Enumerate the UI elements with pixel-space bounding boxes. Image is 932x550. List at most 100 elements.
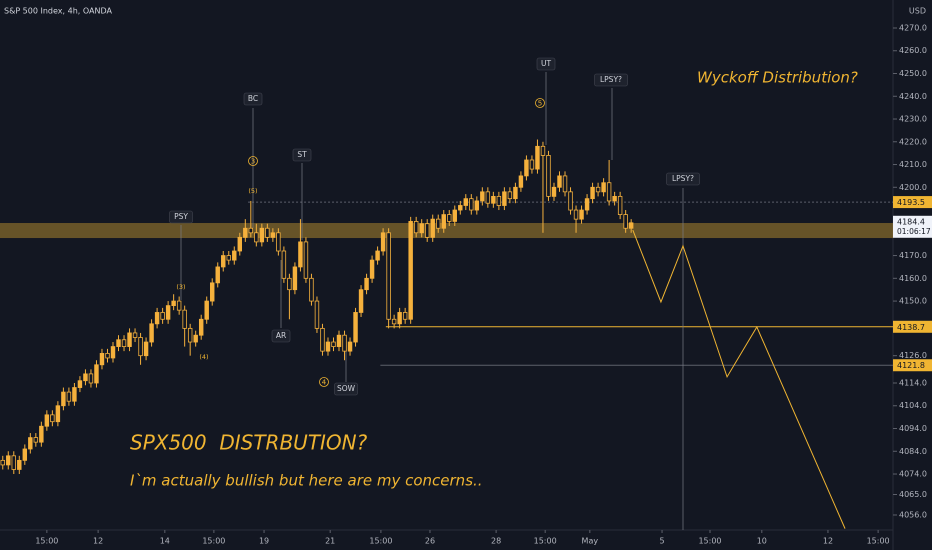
candle-body bbox=[187, 327, 193, 343]
candle-body bbox=[204, 300, 209, 320]
candle-body bbox=[551, 186, 557, 197]
x-tick-label: 5 bbox=[659, 537, 664, 546]
y-tick-label: 4230.0 bbox=[899, 115, 927, 124]
candle-body bbox=[546, 155, 551, 197]
currency: USD bbox=[909, 7, 926, 16]
candle-body bbox=[237, 236, 243, 252]
annotation-box bbox=[169, 210, 193, 224]
candle-body bbox=[77, 380, 83, 388]
candle-body bbox=[66, 391, 72, 402]
countdown: 01:06:17 bbox=[897, 227, 931, 236]
candle-body bbox=[513, 186, 518, 200]
y-tick-label: 4210.0 bbox=[899, 160, 927, 169]
x-tick-label: 15:00 bbox=[867, 537, 890, 546]
zone bbox=[0, 223, 893, 239]
price-tag bbox=[893, 196, 932, 209]
candle-body bbox=[61, 391, 66, 407]
candle-body bbox=[232, 250, 237, 261]
candle-body bbox=[579, 209, 584, 220]
x-tick-label: 14 bbox=[160, 537, 170, 546]
candle-body bbox=[309, 277, 314, 302]
candle-body bbox=[99, 353, 105, 366]
y-tick-label: 4074.0 bbox=[899, 470, 927, 479]
candle-body bbox=[127, 332, 132, 347]
candle-body bbox=[391, 318, 397, 325]
x-tick-label: 15:00 bbox=[369, 537, 392, 546]
candle-body bbox=[182, 309, 187, 329]
candle-body bbox=[502, 191, 507, 206]
candle-body bbox=[430, 218, 435, 238]
candle-body bbox=[193, 334, 198, 343]
wave-label: (5) bbox=[248, 187, 257, 195]
y-tick-label: 4260.0 bbox=[899, 46, 927, 55]
price-tag-label: 4138.7 bbox=[897, 323, 925, 332]
candle-body bbox=[94, 364, 99, 384]
candle-body bbox=[568, 191, 573, 211]
candle-body bbox=[463, 198, 469, 206]
candle-body bbox=[0, 459, 5, 466]
candle-body bbox=[584, 198, 590, 211]
candle-body bbox=[623, 214, 628, 229]
x-tick-label: 15:00 bbox=[534, 537, 557, 546]
candle-body bbox=[281, 250, 287, 279]
candle-body bbox=[386, 232, 391, 320]
candle-body bbox=[529, 159, 535, 170]
y-tick-label: 4160.0 bbox=[899, 274, 927, 283]
candle-body bbox=[325, 341, 331, 352]
x-tick-label: 12 bbox=[93, 537, 103, 546]
subtitle: I`m actually bullish but here are my con… bbox=[130, 472, 483, 490]
price-tag bbox=[893, 320, 932, 333]
x-tick-label: 10 bbox=[757, 537, 767, 546]
candle-body bbox=[540, 145, 546, 156]
y-tick-label: 4200.0 bbox=[899, 183, 927, 192]
y-tick-label: 4220.0 bbox=[899, 137, 927, 146]
note: Wyckoff Distribution? bbox=[697, 69, 858, 87]
candle-body bbox=[375, 250, 380, 261]
y-tick-label: 4150.0 bbox=[899, 297, 927, 306]
candle-body bbox=[342, 334, 347, 352]
y-tick-label: 4114.0 bbox=[899, 378, 927, 387]
y-tick-label: 4126.0 bbox=[899, 351, 927, 360]
annotation-label: UT bbox=[541, 59, 551, 68]
candle-body bbox=[276, 232, 281, 252]
candle-body bbox=[364, 277, 369, 291]
candle-body bbox=[143, 341, 149, 357]
candle-body bbox=[441, 214, 446, 229]
candle-body bbox=[380, 232, 386, 252]
candle-body bbox=[287, 277, 292, 291]
y-tick-label: 4056.0 bbox=[899, 510, 927, 519]
x-tick-label: May bbox=[582, 537, 599, 546]
candle-body bbox=[270, 232, 276, 238]
annotation-label: LPSY? bbox=[600, 75, 622, 84]
candle-body bbox=[413, 221, 419, 234]
candle-body bbox=[160, 312, 165, 320]
candle-body bbox=[298, 241, 303, 268]
x-tick-label: 15:00 bbox=[35, 537, 58, 546]
candle-body bbox=[480, 191, 485, 202]
last-price-tag bbox=[893, 215, 932, 238]
candle-body bbox=[535, 145, 540, 170]
candle-body bbox=[110, 346, 116, 359]
candle-body bbox=[369, 259, 375, 279]
candle-body bbox=[265, 227, 270, 238]
annotation-label: BC bbox=[248, 94, 258, 103]
candle-body bbox=[83, 373, 88, 382]
x-tick-label: 15:00 bbox=[698, 537, 721, 546]
candle-body bbox=[221, 255, 226, 268]
candle-body bbox=[336, 334, 342, 347]
x-tick-label: 21 bbox=[325, 537, 335, 546]
candle-body bbox=[458, 205, 463, 211]
wave-number: 4 bbox=[322, 379, 327, 387]
y-tick-label: 4084.0 bbox=[899, 447, 927, 456]
candle-body bbox=[138, 337, 143, 357]
candle-body bbox=[419, 223, 424, 234]
y-tick-label: 4270.0 bbox=[899, 23, 927, 32]
annotation-label: AR bbox=[276, 331, 286, 340]
candle-body bbox=[452, 209, 457, 222]
candle-body bbox=[105, 353, 110, 359]
candle-body bbox=[507, 191, 513, 200]
candle-body bbox=[436, 218, 441, 229]
candle-body bbox=[408, 221, 413, 320]
